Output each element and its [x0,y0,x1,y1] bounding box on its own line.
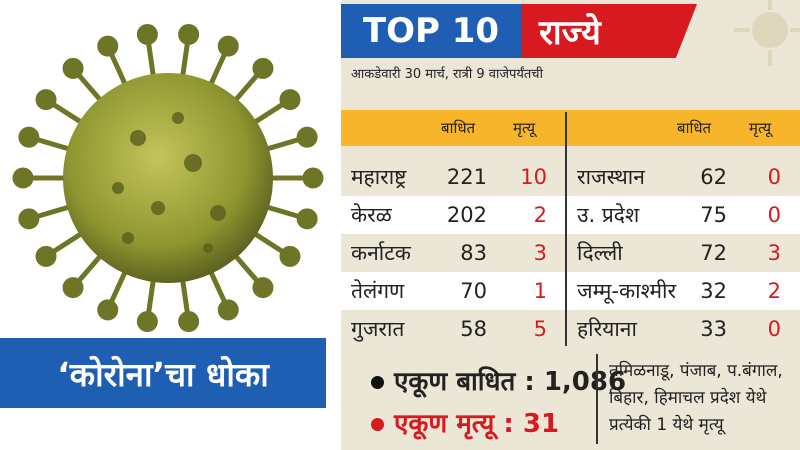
state-name: केरळ [351,203,392,227]
right-panel: TOP 10 राज्ये आकडेवारी 30 मार्च, रात्री … [341,0,800,450]
table-row: गुजरात 58 5 हरियाना 33 0 [341,310,800,348]
caption-banner: ‘कोरोना’चा धोका [0,338,326,408]
column-header-affected: बाधित [441,119,476,137]
table-row: महाराष्ट्र 221 10 राजस्थान 62 0 [341,158,800,196]
total-deaths: एकूण मृत्यू : 31 [371,404,559,440]
death-count: 3 [767,241,781,265]
column-header-deaths: मृत्यू [749,119,772,137]
state-name: राजस्थान [577,165,645,189]
table-row: कर्नाटक 83 3 दिल्ली 72 3 [341,234,800,272]
death-count: 0 [767,165,781,189]
note-line: बिहार, हिमाचल प्रदेश येथे [609,388,767,408]
affected-count: 83 [460,241,487,265]
state-name: जम्मू-काश्मीर [577,279,677,303]
state-name: कर्नाटक [351,241,411,265]
note-text: तमिळनाडू, पंजाब, प.बंगाल, बिहार, हिमाचल … [609,358,795,439]
affected-count: 62 [700,165,727,189]
bullet-icon [371,418,384,431]
affected-count: 58 [460,317,487,341]
state-name: तेलंगण [351,279,405,303]
column-header-deaths: मृत्यू [513,119,536,137]
affected-count: 33 [700,317,727,341]
column-header-affected: बाधित [677,119,712,137]
table-header-band [341,110,800,146]
title-top10: TOP 10 [341,4,521,58]
state-name: दिल्ली [577,241,623,265]
column-divider [565,112,567,346]
affected-count: 75 [700,203,727,227]
affected-count: 72 [700,241,727,265]
background-virus-icon [734,0,800,66]
death-count: 10 [520,165,547,189]
death-count: 2 [767,279,781,303]
affected-count: 202 [446,203,487,227]
state-name: गुजरात [351,317,405,341]
death-count: 1 [533,279,547,303]
table-row: तेलंगण 70 1 जम्मू-काश्मीर 32 2 [341,272,800,310]
affected-count: 32 [700,279,727,303]
total-affected: एकूण बाधित : 1,086 [371,362,626,398]
note-line: प्रत्येकी 1 येथे मृत्यू [609,415,724,435]
death-count: 2 [533,203,547,227]
affected-count: 70 [460,279,487,303]
note-divider [596,354,598,444]
state-name: उ. प्रदेश [577,203,640,227]
death-count: 0 [767,317,781,341]
death-count: 0 [767,203,781,227]
state-name: हरियाना [577,317,637,341]
left-panel: ‘कोरोना’चा धोका [0,0,328,450]
total-affected-text: एकूण बाधित : 1,086 [394,367,627,397]
title-states: राज्ये [521,4,697,58]
note-line: तमिळनाडू, पंजाब, प.बंगाल, [609,361,783,381]
table-row: केरळ 202 2 उ. प्रदेश 75 0 [341,196,800,234]
state-name: महाराष्ट्र [351,165,407,189]
affected-count: 221 [446,165,487,189]
coronavirus-icon [12,23,324,333]
bullet-icon [371,376,384,389]
total-deaths-text: एकूण मृत्यू : 31 [394,409,560,439]
death-count: 5 [533,317,547,341]
death-count: 3 [533,241,547,265]
data-date-subtitle: आकडेवारी 30 मार्च, रात्री 9 वाजेपर्यंतची [351,67,543,82]
